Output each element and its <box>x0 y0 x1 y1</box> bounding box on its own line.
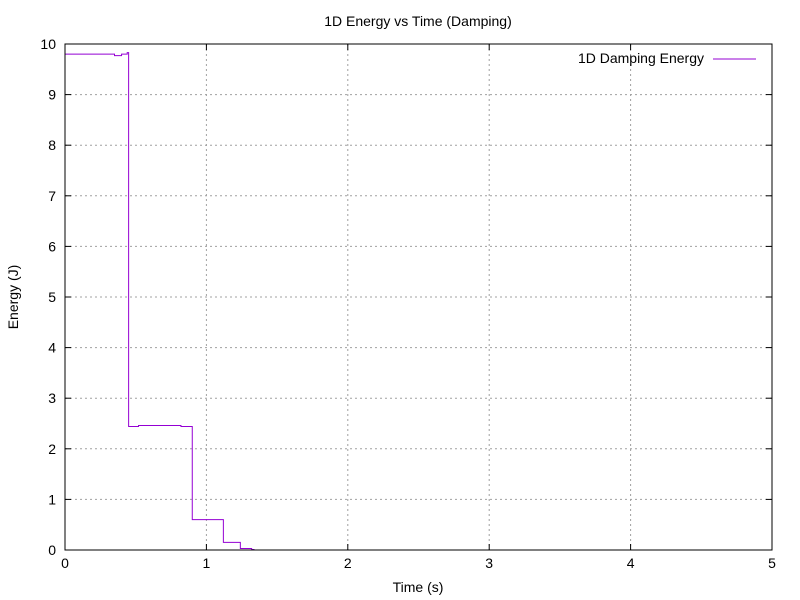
y-tick-label: 2 <box>48 441 56 457</box>
x-tick-label: 3 <box>485 555 493 571</box>
y-tick-label: 4 <box>48 340 56 356</box>
y-tick-label: 7 <box>48 188 56 204</box>
y-tick-label: 0 <box>48 542 56 558</box>
y-tick-label: 3 <box>48 390 56 406</box>
x-tick-label: 1 <box>203 555 211 571</box>
ticks: 0 1 2 3 4 5 0 1 2 3 4 5 6 7 8 9 10 <box>40 36 776 571</box>
y-tick-label: 6 <box>48 238 56 254</box>
x-axis-title: Time (s) <box>393 579 444 595</box>
legend: 1D Damping Energy <box>578 50 756 66</box>
y-tick-label: 1 <box>48 491 56 507</box>
series-line <box>65 52 255 550</box>
x-tick-label: 5 <box>768 555 776 571</box>
series-layer <box>65 52 255 550</box>
y-tick-label: 8 <box>48 137 56 153</box>
chart-title: 1D Energy vs Time (Damping) <box>324 13 512 29</box>
y-tick-label: 5 <box>48 289 56 305</box>
legend-label: 1D Damping Energy <box>578 50 704 66</box>
x-tick-label: 2 <box>344 555 352 571</box>
y-tick-label: 9 <box>48 87 56 103</box>
y-tick-label: 10 <box>40 36 56 52</box>
x-tick-label: 4 <box>627 555 635 571</box>
y-axis-title: Energy (J) <box>5 265 21 330</box>
grid <box>65 44 772 550</box>
x-tick-label: 0 <box>61 555 69 571</box>
